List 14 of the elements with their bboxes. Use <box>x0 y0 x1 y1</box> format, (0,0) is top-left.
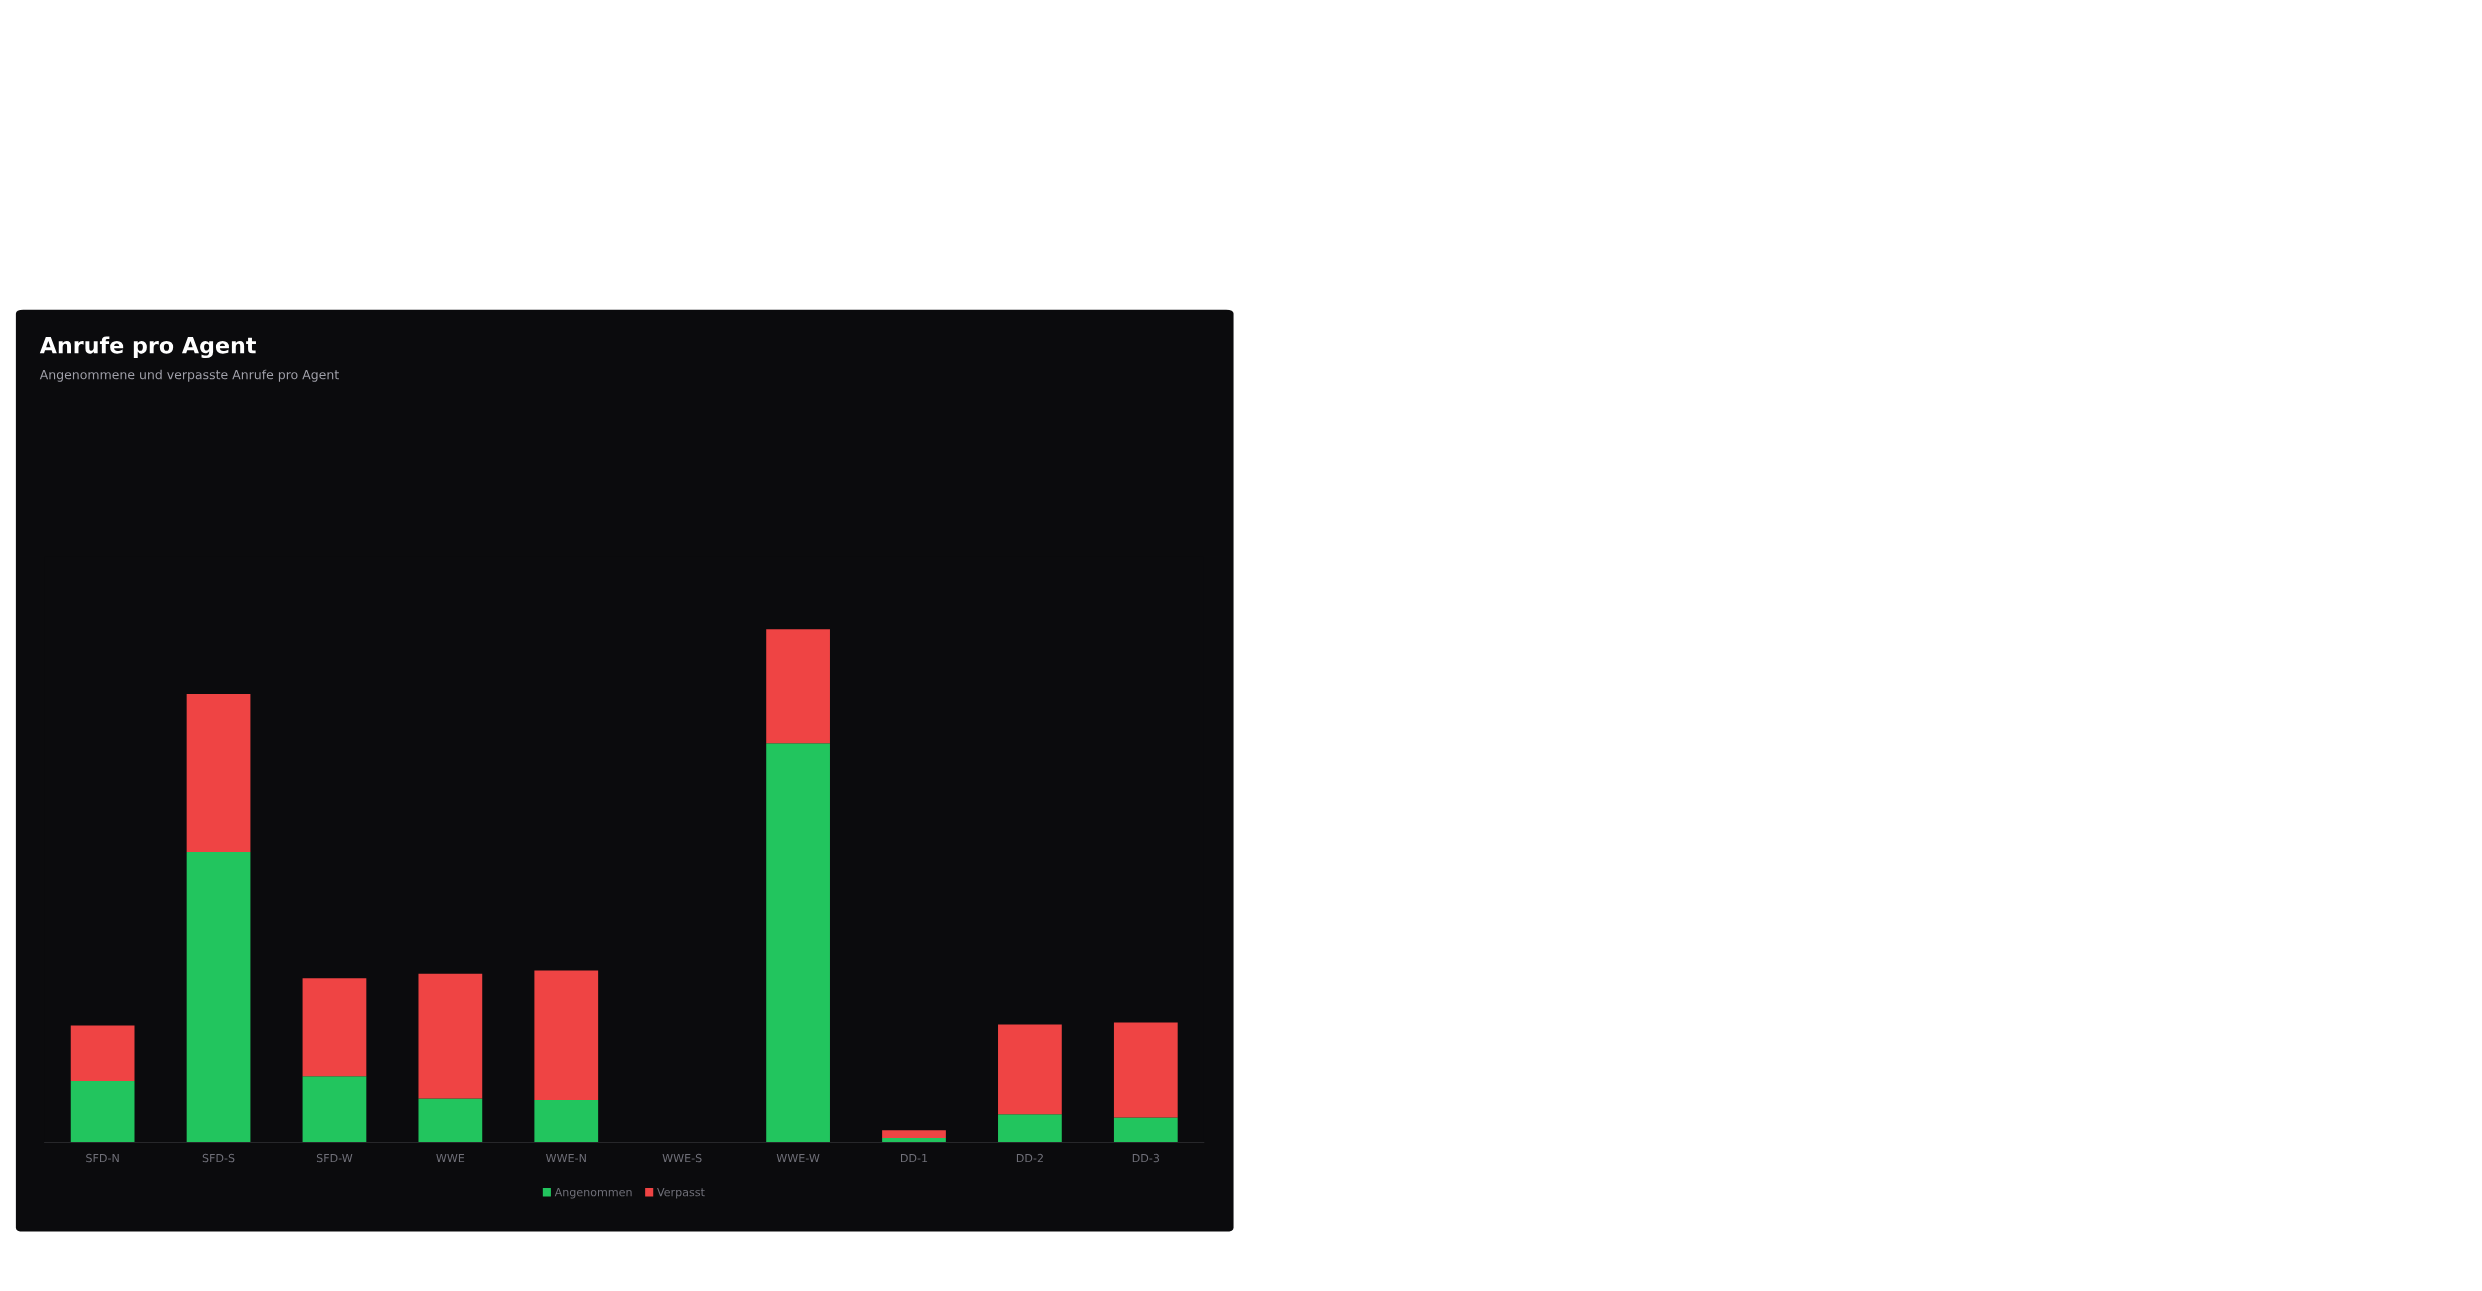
x-tick-label: SFD-W <box>316 1153 353 1163</box>
legend-label: Verpasst <box>657 1188 705 1199</box>
x-tick-label: SFD-S <box>202 1153 235 1163</box>
x-tick-label: DD-1 <box>900 1153 928 1163</box>
x-tick-label: WWE-W <box>776 1153 820 1163</box>
chart-title: Anrufe pro Agent <box>39 336 256 359</box>
x-tick-label: WWE <box>436 1153 465 1163</box>
x-tick-label: WWE-S <box>662 1153 702 1163</box>
x-tick-label: DD-3 <box>1132 1153 1160 1163</box>
x-tick-label: WWE-N <box>545 1153 586 1163</box>
x-tick-label: DD-2 <box>1016 1153 1043 1163</box>
x-tick-label: SFD-N <box>86 1153 119 1163</box>
legend-label: Angenommen <box>554 1188 632 1199</box>
chart-subtitle: Angenommene und verpasste Anrufe pro Agent <box>39 369 339 382</box>
